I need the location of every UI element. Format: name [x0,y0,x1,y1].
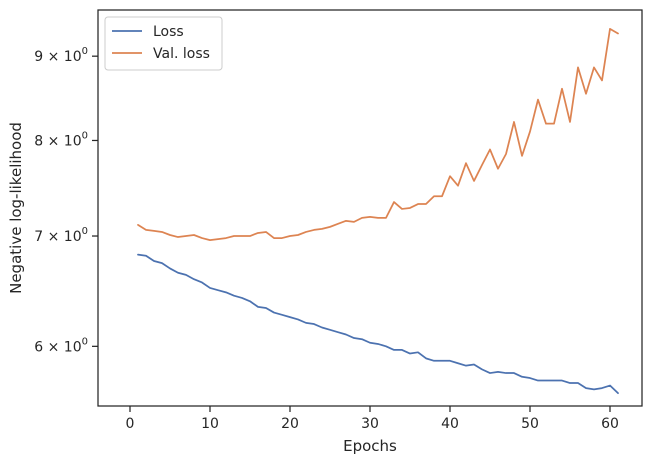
y-tick-label: 9 × 100 [34,46,88,65]
y-axis: 6 × 100 7 × 100 8 × 100 9 × 100 [34,46,98,355]
x-tick-label: 60 [601,416,619,432]
x-tick-label: 50 [521,416,539,432]
y-tick-label: 8 × 100 [34,130,88,149]
x-tick-label: 40 [441,416,459,432]
legend: Loss Val. loss [104,16,223,71]
legend-label-val-loss: Val. loss [153,46,210,62]
x-tick-label: 0 [126,416,135,432]
x-tick-label: 10 [201,416,219,432]
series-layer [137,28,619,395]
legend-label-loss: Loss [153,24,184,40]
x-axis-title: Epochs [343,437,397,455]
y-tick-label: 7 × 100 [34,226,88,245]
y-axis-title: Negative log-likelihood [7,122,25,294]
y-tick-label: 6 × 100 [34,336,88,355]
x-tick-label: 20 [281,416,299,432]
series-line-loss [137,253,619,395]
x-tick-label: 30 [361,416,379,432]
series-line-val-loss [137,28,619,241]
x-axis: 0 10 20 30 40 50 60 [126,406,619,432]
